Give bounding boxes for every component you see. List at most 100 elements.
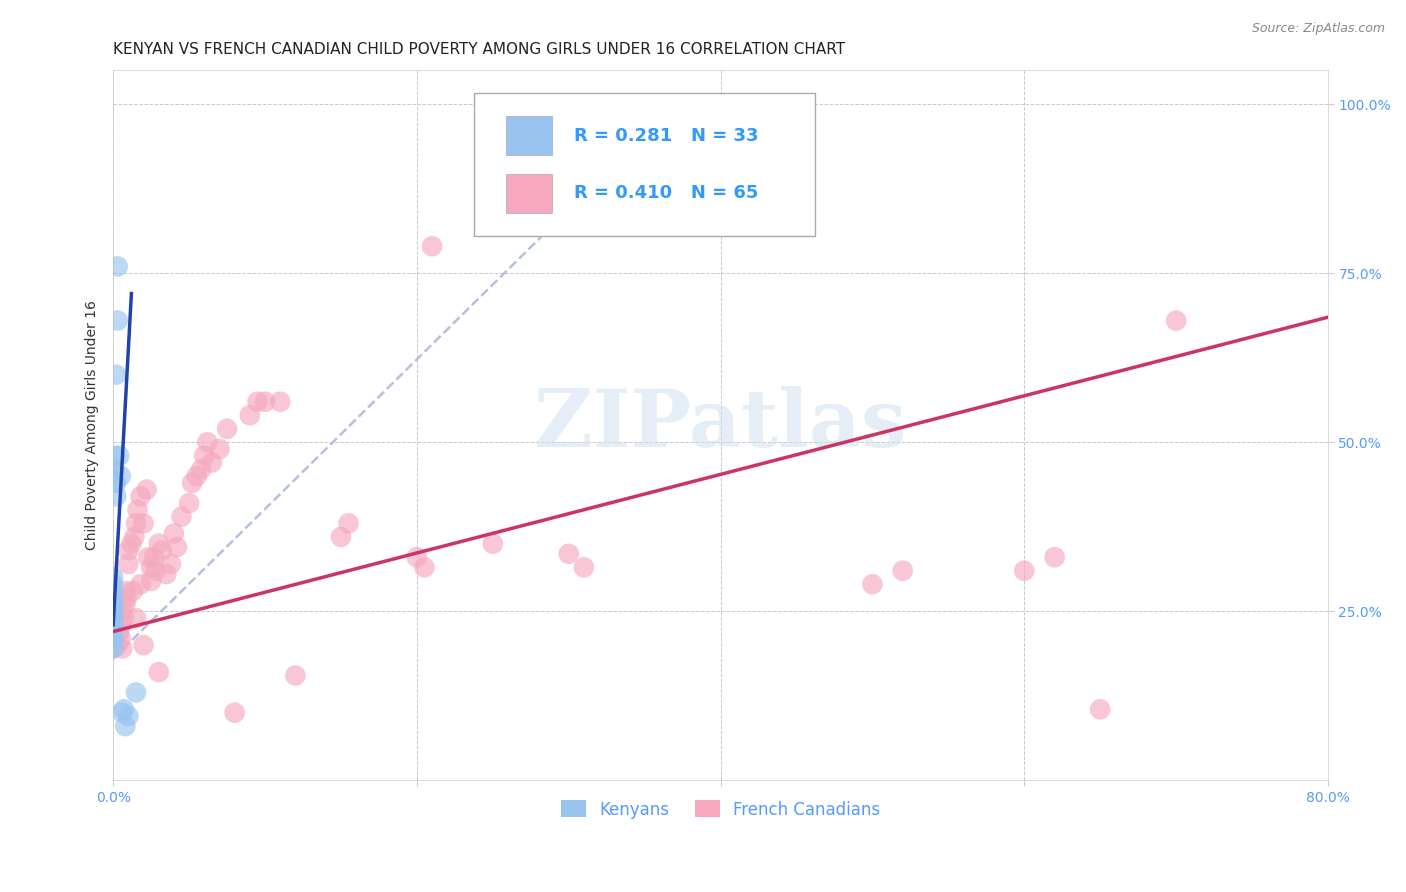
Point xyxy=(269,394,291,409)
Point xyxy=(103,462,125,476)
FancyBboxPatch shape xyxy=(506,174,551,213)
Point xyxy=(104,449,127,463)
Point xyxy=(254,394,277,409)
Point xyxy=(145,564,167,578)
Point xyxy=(103,621,125,635)
Point xyxy=(112,611,135,625)
Point xyxy=(104,462,127,476)
Point xyxy=(115,591,138,605)
Point xyxy=(114,598,136,612)
FancyBboxPatch shape xyxy=(506,116,551,155)
Point xyxy=(190,462,212,476)
Point xyxy=(108,449,131,463)
Point xyxy=(120,537,142,551)
Point xyxy=(132,516,155,531)
Point xyxy=(420,239,443,253)
Point xyxy=(114,584,136,599)
Point xyxy=(103,607,125,622)
Point xyxy=(482,537,505,551)
Point xyxy=(179,496,201,510)
Point xyxy=(1012,564,1035,578)
Point xyxy=(413,560,436,574)
Point xyxy=(136,550,159,565)
Point xyxy=(166,540,188,554)
Point xyxy=(103,641,125,656)
Point xyxy=(103,570,125,584)
Point xyxy=(129,489,152,503)
Point xyxy=(105,368,128,382)
Point xyxy=(217,422,239,436)
Point xyxy=(141,560,163,574)
Point xyxy=(1088,702,1111,716)
Point xyxy=(148,665,170,680)
Point xyxy=(103,577,125,591)
Point xyxy=(103,638,125,652)
Point xyxy=(103,591,125,605)
Point xyxy=(103,604,125,618)
Point xyxy=(105,489,128,503)
Point xyxy=(163,526,186,541)
Point xyxy=(125,516,148,531)
Point xyxy=(239,408,262,422)
Point xyxy=(103,617,125,632)
Point xyxy=(284,668,307,682)
Point xyxy=(1164,313,1187,327)
Point xyxy=(107,260,129,274)
Point xyxy=(160,557,183,571)
Point xyxy=(103,584,125,599)
Point xyxy=(110,469,132,483)
Point xyxy=(141,574,163,588)
Point xyxy=(135,483,157,497)
Point xyxy=(117,709,139,723)
Point xyxy=(150,543,173,558)
Text: Source: ZipAtlas.com: Source: ZipAtlas.com xyxy=(1251,22,1385,36)
Text: KENYAN VS FRENCH CANADIAN CHILD POVERTY AMONG GIRLS UNDER 16 CORRELATION CHART: KENYAN VS FRENCH CANADIAN CHILD POVERTY … xyxy=(114,42,845,57)
Point xyxy=(103,475,125,490)
Point xyxy=(155,567,177,582)
Legend: Kenyans, French Canadians: Kenyans, French Canadians xyxy=(554,794,887,825)
Point xyxy=(143,550,166,565)
Point xyxy=(186,469,208,483)
Point xyxy=(117,543,139,558)
Text: R = 0.410   N = 65: R = 0.410 N = 65 xyxy=(574,185,758,202)
Point xyxy=(103,624,125,639)
Point xyxy=(127,503,149,517)
Y-axis label: Child Poverty Among Girls Under 16: Child Poverty Among Girls Under 16 xyxy=(86,301,100,550)
Point xyxy=(1043,550,1066,565)
Text: ZIPatlas: ZIPatlas xyxy=(534,386,907,465)
Point xyxy=(201,456,224,470)
Text: R = 0.281   N = 33: R = 0.281 N = 33 xyxy=(574,127,758,145)
Point xyxy=(572,560,595,574)
Point xyxy=(330,530,353,544)
Point xyxy=(148,537,170,551)
Point xyxy=(108,624,131,639)
Point xyxy=(114,719,136,733)
Point xyxy=(129,577,152,591)
Point xyxy=(132,638,155,652)
Point xyxy=(110,617,132,632)
Point xyxy=(117,557,139,571)
Point xyxy=(103,601,125,615)
Point xyxy=(103,615,125,629)
Point xyxy=(112,702,135,716)
Point xyxy=(111,706,134,720)
Point xyxy=(107,313,129,327)
Point xyxy=(891,564,914,578)
Point xyxy=(860,577,883,591)
Point xyxy=(107,638,129,652)
Point xyxy=(111,604,134,618)
Point xyxy=(122,584,145,599)
Point xyxy=(337,516,360,531)
Point xyxy=(111,641,134,656)
Point xyxy=(208,442,231,456)
Point xyxy=(103,611,125,625)
Point xyxy=(125,611,148,625)
Point xyxy=(558,547,581,561)
Point xyxy=(124,530,146,544)
Point xyxy=(103,632,125,646)
Point xyxy=(125,685,148,699)
Point xyxy=(246,394,269,409)
Point xyxy=(406,550,429,565)
Point xyxy=(110,632,132,646)
FancyBboxPatch shape xyxy=(474,93,815,235)
